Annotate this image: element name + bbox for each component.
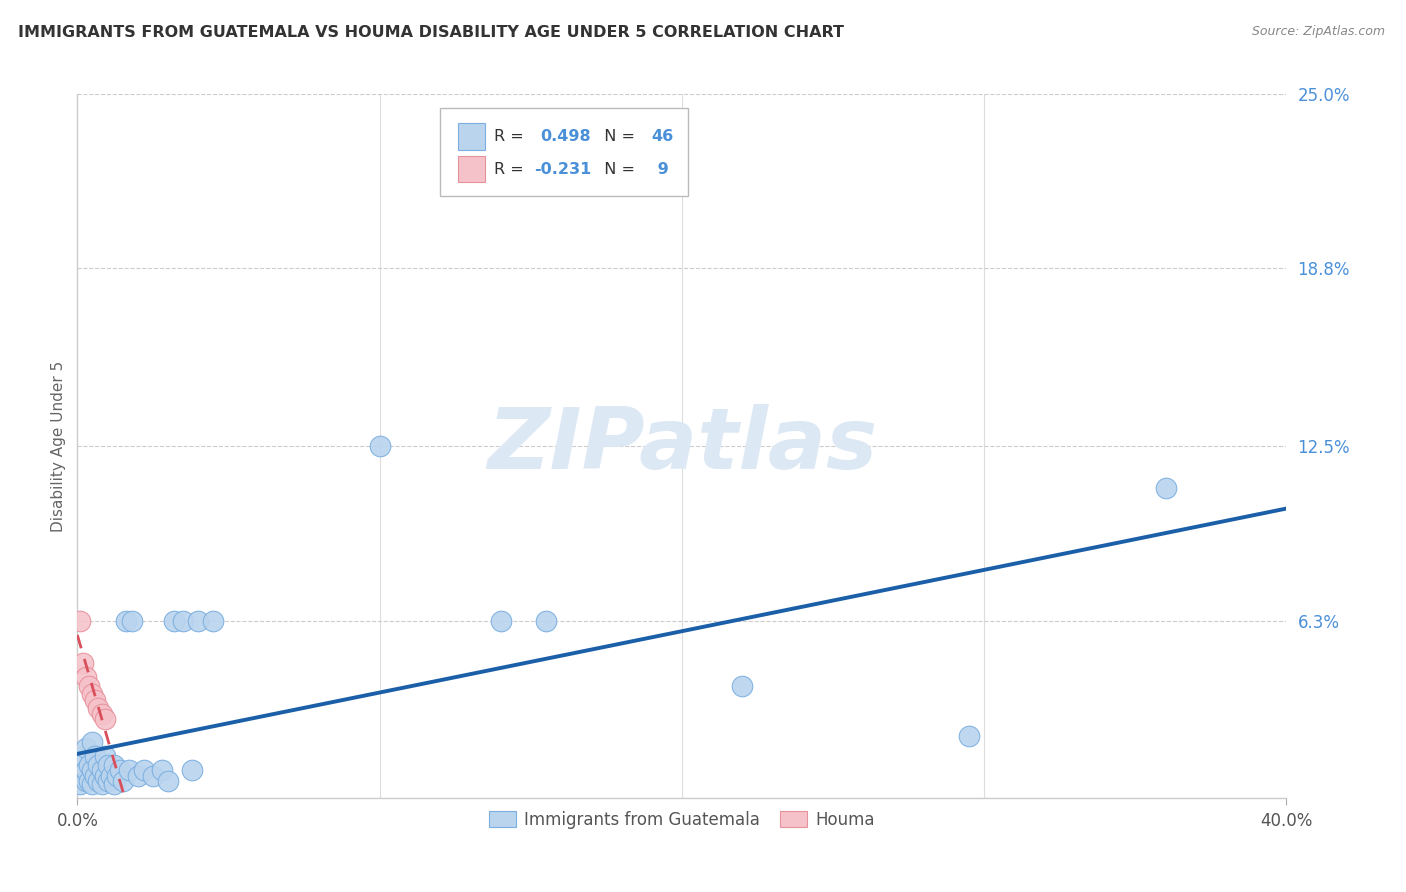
Point xyxy=(1154,481,1177,495)
Point xyxy=(75,670,97,684)
FancyBboxPatch shape xyxy=(458,123,485,150)
FancyBboxPatch shape xyxy=(440,108,688,196)
Point xyxy=(127,769,149,783)
Point xyxy=(163,614,186,628)
Point xyxy=(93,713,115,727)
Point xyxy=(87,774,110,789)
Point xyxy=(82,763,104,777)
Text: IMMIGRANTS FROM GUATEMALA VS HOUMA DISABILITY AGE UNDER 5 CORRELATION CHART: IMMIGRANTS FROM GUATEMALA VS HOUMA DISAB… xyxy=(18,25,844,40)
Point xyxy=(93,769,115,783)
Point xyxy=(150,763,173,777)
Point xyxy=(100,769,122,783)
Y-axis label: Disability Age Under 5: Disability Age Under 5 xyxy=(51,360,66,532)
Point xyxy=(96,774,118,789)
FancyBboxPatch shape xyxy=(458,156,485,183)
Text: ZIPatlas: ZIPatlas xyxy=(486,404,877,488)
Point xyxy=(121,614,143,628)
Point xyxy=(84,692,107,706)
Point xyxy=(118,763,141,777)
Point xyxy=(75,774,97,789)
Point xyxy=(72,656,94,670)
Point xyxy=(79,774,101,789)
Point xyxy=(181,763,204,777)
Point xyxy=(103,777,125,791)
Point xyxy=(90,706,112,721)
Point xyxy=(72,769,94,783)
Point xyxy=(82,687,104,701)
Point xyxy=(114,614,136,628)
Point xyxy=(105,769,128,783)
Point xyxy=(957,729,980,743)
Point xyxy=(87,701,110,715)
Point xyxy=(75,763,97,777)
Point xyxy=(82,777,104,791)
Text: N =: N = xyxy=(593,129,640,145)
Point xyxy=(111,774,134,789)
Text: 46: 46 xyxy=(652,129,673,145)
Point xyxy=(79,679,101,693)
Point xyxy=(82,735,104,749)
Point xyxy=(132,763,155,777)
Point xyxy=(534,614,557,628)
Point xyxy=(72,749,94,764)
Text: -0.231: -0.231 xyxy=(534,161,592,177)
Text: N =: N = xyxy=(593,161,640,177)
Legend: Immigrants from Guatemala, Houma: Immigrants from Guatemala, Houma xyxy=(482,805,882,836)
Point xyxy=(172,614,194,628)
Point xyxy=(489,614,512,628)
Text: Source: ZipAtlas.com: Source: ZipAtlas.com xyxy=(1251,25,1385,38)
Point xyxy=(69,777,91,791)
Point xyxy=(108,763,131,777)
Point xyxy=(87,757,110,772)
Point xyxy=(93,749,115,764)
Point xyxy=(75,740,97,755)
Text: R =: R = xyxy=(495,161,530,177)
Point xyxy=(731,679,754,693)
Point xyxy=(187,614,209,628)
Point xyxy=(84,749,107,764)
Text: 0.498: 0.498 xyxy=(540,129,591,145)
Point xyxy=(90,777,112,791)
Point xyxy=(103,757,125,772)
Text: R =: R = xyxy=(495,129,530,145)
Point xyxy=(202,614,225,628)
Point xyxy=(96,757,118,772)
Point xyxy=(368,439,391,453)
Point xyxy=(69,614,91,628)
Point xyxy=(142,769,165,783)
Point xyxy=(157,774,180,789)
Point xyxy=(84,769,107,783)
Point xyxy=(79,757,101,772)
Point xyxy=(90,763,112,777)
Text: 9: 9 xyxy=(652,161,668,177)
